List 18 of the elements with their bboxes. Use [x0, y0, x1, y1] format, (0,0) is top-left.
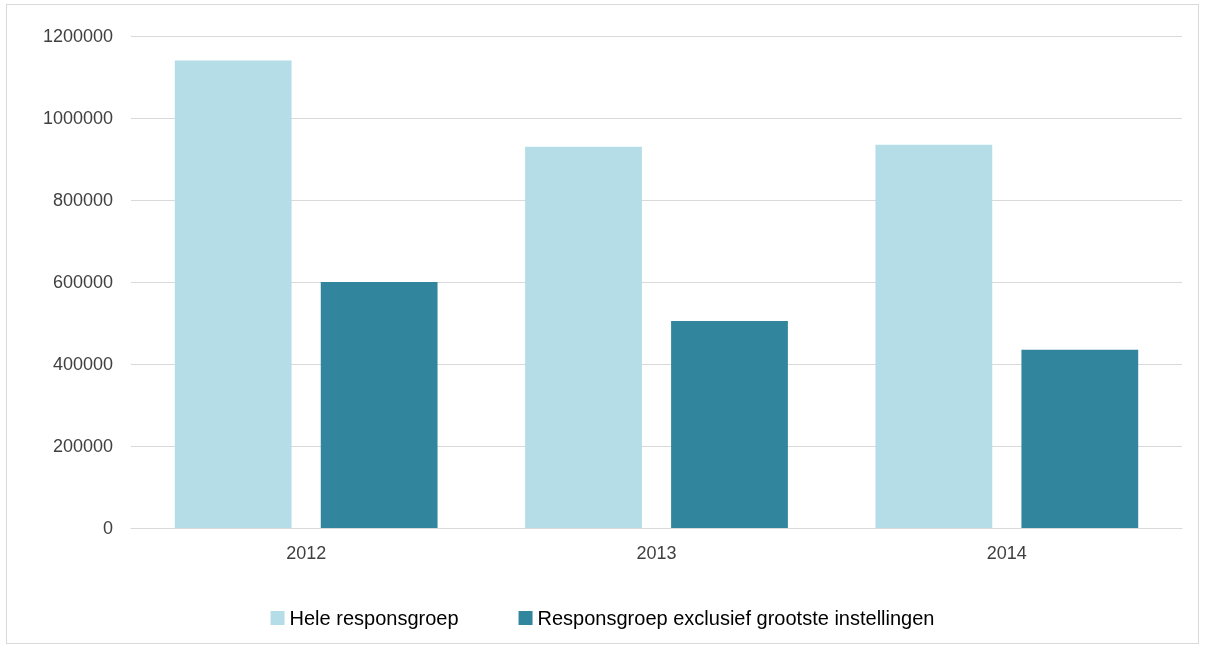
legend-label: Hele responsgroep	[289, 607, 459, 629]
bar	[875, 144, 993, 528]
bar	[1021, 349, 1139, 528]
bar	[320, 282, 438, 528]
y-tick-label: 800000	[52, 190, 113, 210]
bar	[174, 60, 292, 528]
x-tick-label: 2014	[986, 543, 1027, 563]
y-tick-label: 400000	[52, 354, 113, 374]
x-tick-label: 2013	[636, 543, 677, 563]
y-tick-label: 1200000	[42, 26, 113, 46]
y-tick-label: 0	[102, 518, 113, 538]
x-tick-label: 2012	[286, 543, 327, 563]
y-tick-label: 1000000	[42, 108, 113, 128]
bar	[671, 320, 788, 528]
legend-label: Responsgroep exclusief grootste instellingen	[537, 607, 935, 629]
y-tick-label: 200000	[52, 436, 113, 456]
bar	[525, 146, 642, 528]
y-tick-label: 600000	[52, 272, 113, 292]
